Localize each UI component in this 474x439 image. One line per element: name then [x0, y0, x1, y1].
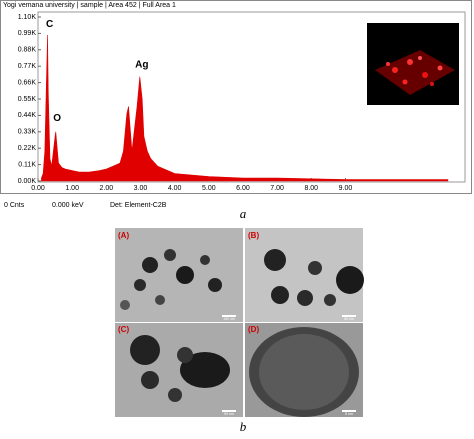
panel-label: (D) — [248, 325, 259, 334]
x-tick-label: 9.00 — [339, 185, 353, 192]
peak-label: O — [53, 113, 61, 124]
panel-label: (C) — [118, 325, 129, 334]
x-tick-label: 4.00 — [168, 185, 182, 192]
y-tick-label: 0.99K — [18, 30, 37, 37]
x-tick-label: 7.00 — [270, 185, 284, 192]
x-tick-label: 8.00 — [304, 185, 318, 192]
x-tick-label: 6.00 — [236, 185, 250, 192]
tem-b — [245, 228, 364, 322]
y-tick-label: 0.11K — [18, 161, 36, 168]
x-tick-label: 1.00 — [65, 185, 79, 192]
scale-label: 50 nm — [344, 317, 354, 321]
footer-detector: Det: Element-C2B — [110, 202, 167, 209]
panel-label: (A) — [118, 231, 129, 240]
y-tick-label: 0.55K — [18, 96, 37, 103]
footer-counts: 0 Cnts — [4, 202, 25, 209]
y-tick-label: 1.10K — [18, 14, 37, 21]
inset-map — [367, 23, 459, 105]
chart-title: Yogi vemana university | sample | Area 4… — [3, 2, 176, 9]
x-tick-label: 3.00 — [134, 185, 148, 192]
tem-a — [115, 228, 243, 322]
y-tick-label: 0.00K — [18, 178, 37, 185]
footer-energy: 0.000 keV — [52, 202, 84, 209]
x-tick-label: 2.00 — [100, 185, 114, 192]
x-tick-label: 0.00 — [31, 185, 45, 192]
tem-d — [245, 323, 363, 417]
caption-b: b — [240, 419, 247, 434]
x-tick-label: 5.00 — [202, 185, 216, 192]
scale-label: 100 nm — [223, 317, 235, 321]
panel-label: (B) — [248, 231, 259, 240]
scale-label: 5 nm — [345, 412, 353, 416]
y-tick-label: 0.66K — [18, 79, 37, 86]
spectrum — [41, 34, 449, 182]
y-tick-label: 0.88K — [18, 47, 37, 54]
scale-label: 50 nm — [224, 412, 234, 416]
tem-c — [115, 323, 243, 417]
y-tick-label: 0.33K — [18, 129, 37, 136]
y-tick-label: 0.22K — [18, 145, 37, 152]
y-tick-label: 0.44K — [18, 112, 37, 119]
caption-a: a — [240, 206, 247, 221]
peak-label: Ag — [135, 59, 148, 70]
y-tick-label: 0.77K — [18, 63, 37, 70]
peak-label: C — [46, 19, 53, 30]
